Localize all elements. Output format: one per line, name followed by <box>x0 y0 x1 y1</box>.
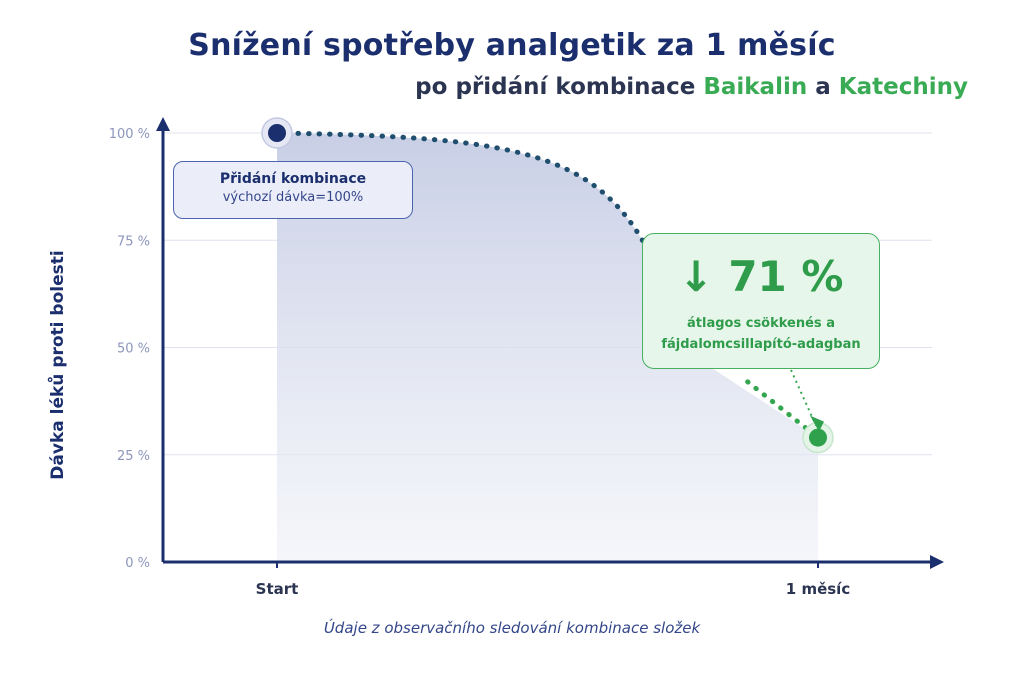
result-description: átlagos csökkenés a fájdalomcsillapító-a… <box>643 313 879 355</box>
start-callout-text: výchozí dávka=100% <box>222 190 364 205</box>
subtitle-joiner: a <box>815 74 831 100</box>
start-data-point <box>268 124 286 142</box>
end-data-point <box>809 428 827 447</box>
result-value: ↓ 71 % <box>678 252 844 301</box>
y-tick-label: 0 % <box>125 556 150 571</box>
x-tick-label: Start <box>256 580 299 598</box>
start-callout-title: Přidání kombinace <box>219 171 367 187</box>
y-tick-label: 50 % <box>117 342 150 357</box>
y-tick-label: 25 % <box>117 449 150 464</box>
x-axis-arrowhead <box>930 555 944 569</box>
y-axis-arrowhead <box>156 117 170 131</box>
footnote-caption: Údaje z observačního sledování kombinace… <box>323 619 701 637</box>
result-line-1: átlagos csökkenés a <box>687 316 835 331</box>
chart-subtitle: po přidání kombinace Baikalin a Katechin… <box>415 74 968 100</box>
subtitle-item-baikalin: Baikalin <box>703 74 808 100</box>
area-fill <box>277 133 818 562</box>
result-callout: ↓ 71 % átlagos csökkenés a fájdalomcsill… <box>642 233 880 369</box>
callout-pointer-line <box>790 369 817 427</box>
result-line-2: fájdalomcsillapító-adagban <box>661 337 861 352</box>
y-axis-label: Dávka léků proti bolesti <box>48 250 68 480</box>
callout-arrow <box>790 369 824 432</box>
subtitle-prefix: po přidání kombinace <box>415 74 696 100</box>
y-tick-label: 100 % <box>109 127 150 142</box>
y-tick-label: 75 % <box>117 234 150 249</box>
chart-title: Snížení spotřeby analgetik za 1 měsíc <box>188 28 836 63</box>
start-callout: Přidání kombinace výchozí dávka=100% <box>173 161 413 219</box>
subtitle-item-katechiny: Katechiny <box>838 74 968 100</box>
x-tick-label: 1 měsíc <box>786 580 850 598</box>
callout-pointer-head <box>810 415 824 432</box>
